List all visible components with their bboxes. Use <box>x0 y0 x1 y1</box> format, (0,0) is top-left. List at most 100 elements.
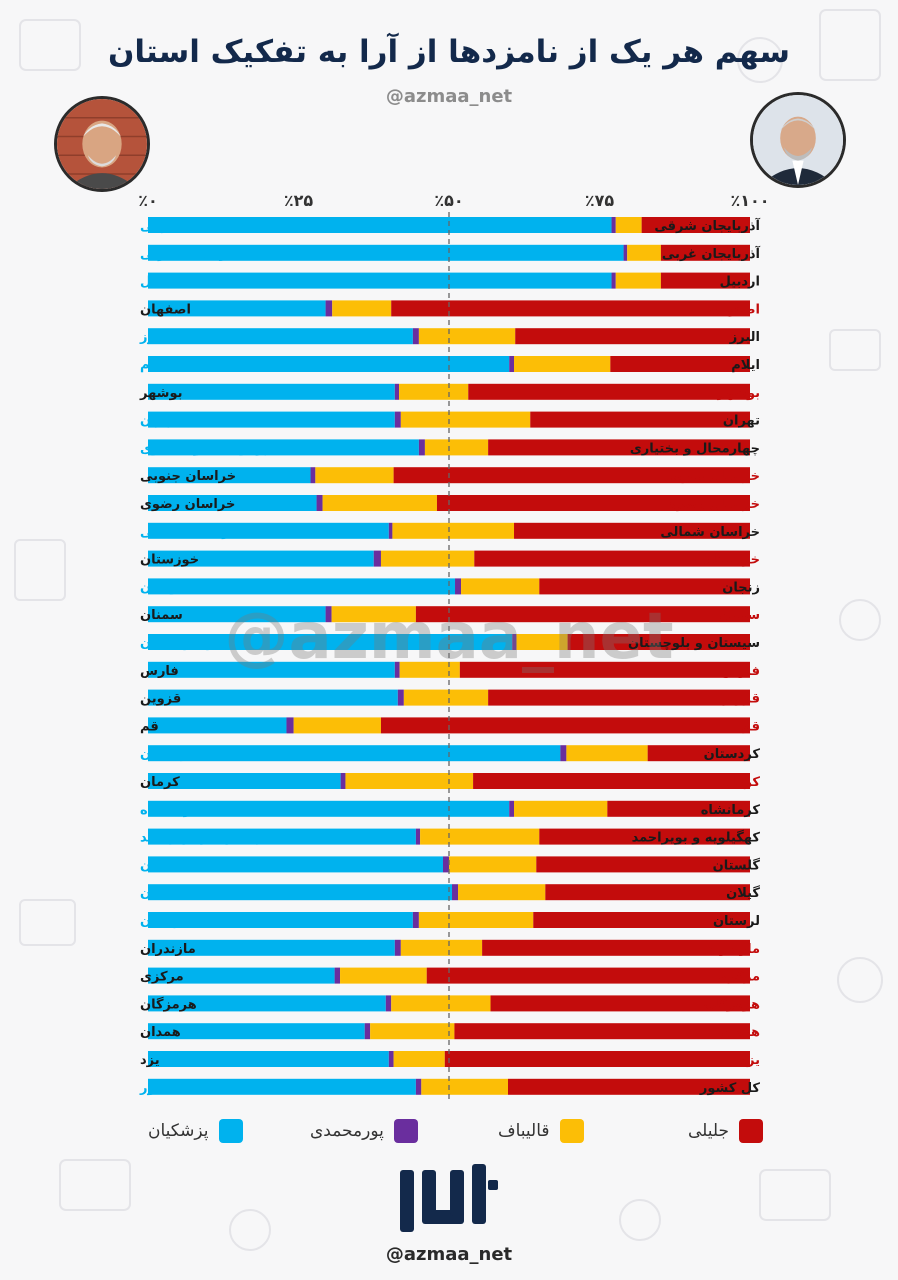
bar-segment <box>370 1023 455 1040</box>
bar-segment <box>148 522 389 539</box>
bar-segment <box>331 606 416 623</box>
bar-segment <box>641 217 750 233</box>
bar-segment <box>611 217 616 233</box>
bar-segment <box>516 634 568 650</box>
bar-segment <box>490 995 750 1012</box>
row-label-left: آذربایجان شرقی <box>140 217 246 234</box>
row-label-left: خراسان جنوبی <box>140 469 236 484</box>
bar-segment <box>403 689 489 706</box>
row-label-right: کل کشور <box>699 1081 761 1096</box>
row-label-right: گیلان <box>726 885 760 901</box>
legend-item-ghalibaf: قالیباف <box>498 1118 584 1144</box>
row-label-left: مرکزی <box>140 970 184 985</box>
bar-segment <box>394 939 401 956</box>
bar-segment <box>454 1023 750 1040</box>
bar-segment <box>148 300 326 317</box>
bar-segment <box>316 495 323 511</box>
row-label-left: سیستان و بلوچستان <box>140 636 272 651</box>
row-label-right: کرمانشاه <box>701 803 761 818</box>
row-label-right: مرکزی <box>716 970 760 985</box>
row-label-right: هرمزگان <box>703 996 760 1012</box>
bar-segment <box>560 745 567 762</box>
row-label-left: بوشهر <box>139 386 183 401</box>
bar-segment <box>148 912 413 928</box>
row-label-right: کهگیلویه و بویراحمد <box>632 830 761 846</box>
chart-title: سهم هر یک از نامزدها از آرا به تفکیک است… <box>107 34 791 70</box>
bar-segment <box>418 439 425 456</box>
row-label-right: آذربایجان غربی <box>662 245 761 262</box>
legend-swatch <box>559 1119 584 1143</box>
row-label-left: اصفهان <box>140 302 191 317</box>
bar-segment <box>421 1078 508 1095</box>
legend-item-jalili: جلیلی <box>688 1118 764 1144</box>
bar-segment <box>514 356 611 372</box>
bar-segment <box>536 856 750 873</box>
bar-segment <box>627 244 661 261</box>
bar-segment <box>388 1051 394 1067</box>
bar-segment <box>148 383 395 400</box>
footer-handle: @azmaa_net <box>385 1244 513 1265</box>
x-tick-label: ٪۷۵ <box>585 191 615 210</box>
bar-segment <box>473 773 750 789</box>
row-label-left: کرمان <box>140 775 180 790</box>
bar-segment <box>418 912 534 928</box>
azmaa-logo <box>0 1160 898 1240</box>
bar-segment <box>325 606 332 623</box>
bar-segment <box>148 856 443 873</box>
x-tick-label: ٪۲۵ <box>284 191 314 210</box>
bar-segment <box>394 661 400 678</box>
bar-segment <box>647 745 750 762</box>
bar-segment <box>468 383 750 400</box>
x-tick-label: ٪۱۰۰ <box>730 191 769 210</box>
bar-segment <box>332 300 392 317</box>
legend-label: جلیلی <box>688 1121 730 1141</box>
bar-segment <box>148 967 335 984</box>
bar-segment <box>452 884 459 901</box>
bar-segment <box>424 439 489 456</box>
legend-swatch <box>739 1119 764 1143</box>
row-label-right: زنجان <box>722 580 760 595</box>
bar-segment <box>507 1078 750 1095</box>
x-tick-label: ٪۰ <box>138 191 158 210</box>
bar-segment <box>148 217 612 233</box>
row-label-right: چهارمحال و بختیاری <box>630 441 760 456</box>
bar-segment <box>148 773 341 789</box>
row-label-left: کل کشور <box>139 1081 201 1096</box>
legend-swatch <box>393 1119 418 1143</box>
bar-segment <box>514 800 608 817</box>
bar-segment <box>400 939 483 956</box>
jalili-avatar <box>750 92 846 188</box>
bar-segment <box>148 1078 416 1095</box>
row-label-left: هرمزگان <box>140 996 197 1012</box>
bar-segment <box>660 272 750 289</box>
bar-segment <box>148 884 453 901</box>
pezeshkian-avatar <box>54 96 150 192</box>
bar-segment <box>148 828 416 845</box>
row-label-left: مازندران <box>140 942 196 957</box>
row-label-left: یزد <box>140 1053 160 1068</box>
bar-segment <box>567 634 750 650</box>
bar-segment <box>385 995 392 1012</box>
bar-segment <box>148 411 395 428</box>
bar-segment <box>148 356 510 372</box>
bar-segment <box>334 967 341 984</box>
row-label-left: همدان <box>140 1025 181 1040</box>
bar-segment <box>461 578 540 595</box>
bar-segment <box>380 717 750 734</box>
bar-segment <box>388 522 393 539</box>
bar-segment <box>293 717 381 734</box>
bar-segment <box>148 995 386 1012</box>
row-label-right: سمنان <box>717 608 760 623</box>
row-label-right: گلستان <box>713 857 761 873</box>
bar-segment <box>148 606 326 623</box>
row-label-right: یزد <box>740 1053 760 1068</box>
bar-segment <box>315 467 394 484</box>
bar-segment <box>660 244 750 261</box>
bar-segment <box>482 939 750 956</box>
bar-segment <box>340 773 346 789</box>
bar-segment <box>442 856 449 873</box>
row-label-left: کرمانشاه <box>140 803 200 818</box>
bar-segment <box>415 1078 422 1095</box>
bar-segment <box>148 467 311 484</box>
row-label-right: قم <box>741 719 760 734</box>
